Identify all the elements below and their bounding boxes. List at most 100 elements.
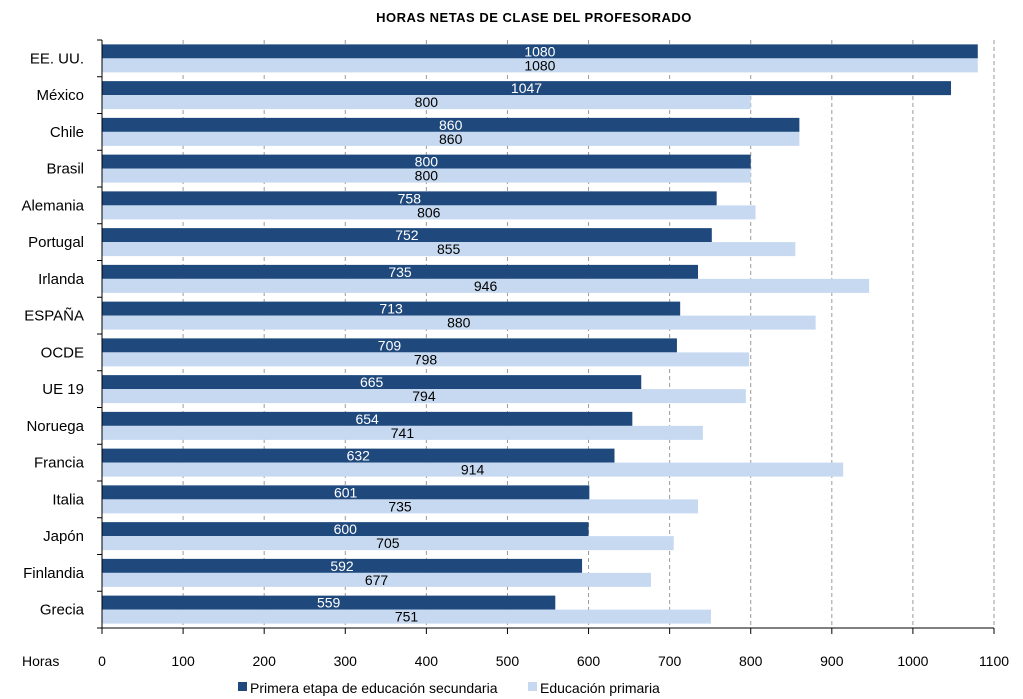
category-label: Finlandia — [23, 565, 85, 582]
bar-secondary — [102, 117, 800, 132]
bar-primary — [102, 536, 674, 551]
bar-primary — [102, 462, 844, 477]
x-tick-label: 0 — [98, 653, 106, 669]
data-label: 713 — [379, 301, 403, 317]
bar-secondary — [102, 522, 589, 537]
category-label: EE. UU. — [30, 50, 84, 67]
bar-secondary — [102, 301, 681, 316]
legend-swatch — [528, 682, 537, 691]
x-tick-label: 600 — [577, 653, 601, 669]
x-tick-label: 300 — [334, 653, 358, 669]
legend-swatch — [238, 682, 247, 691]
bar-primary — [102, 205, 756, 220]
data-label: 705 — [376, 535, 400, 551]
bar-secondary — [102, 558, 583, 573]
bar-secondary — [102, 595, 556, 610]
category-label: Italia — [52, 491, 84, 508]
bar-secondary — [102, 81, 952, 96]
data-label: 559 — [317, 595, 341, 611]
legend-entry: Educación primaria — [540, 680, 660, 696]
data-label: 794 — [412, 388, 436, 404]
data-label: 735 — [388, 264, 412, 280]
data-label: 798 — [414, 351, 438, 367]
data-label: 654 — [355, 411, 379, 427]
category-label: UE 19 — [42, 381, 84, 398]
bar-secondary — [102, 154, 751, 169]
category-label: Grecia — [40, 602, 85, 619]
category-label: México — [36, 87, 84, 104]
data-label: 1080 — [524, 57, 555, 73]
category-label: Chile — [50, 124, 84, 141]
bar-primary — [102, 572, 651, 587]
bar-primary — [102, 242, 796, 257]
x-tick-label: 100 — [171, 653, 195, 669]
data-label: 752 — [395, 227, 419, 243]
x-axis-label: Horas — [22, 653, 59, 669]
data-label: 914 — [461, 462, 485, 478]
x-tick-label: 400 — [415, 653, 439, 669]
data-label: 800 — [415, 168, 439, 184]
category-label: ESPAÑA — [24, 308, 84, 325]
bars: 1080108010478008608608008007588067528557… — [102, 43, 978, 625]
data-label: 758 — [398, 190, 422, 206]
legend: Primera etapa de educación secundaria Edu… — [238, 680, 660, 696]
x-tick-label: 500 — [496, 653, 520, 669]
category-label: Japón — [43, 528, 84, 545]
bar-secondary — [102, 375, 642, 390]
category-label: Brasil — [46, 161, 84, 178]
bar-primary — [102, 95, 751, 110]
x-tick-label: 200 — [253, 653, 277, 669]
data-label: 806 — [417, 204, 441, 220]
category-label: OCDE — [41, 344, 84, 361]
x-tick-label: 800 — [739, 653, 763, 669]
data-label: 860 — [439, 117, 463, 133]
category-label: Irlanda — [38, 271, 85, 288]
bar-primary — [102, 499, 699, 514]
bar-secondary — [102, 485, 590, 500]
data-label: 741 — [391, 425, 415, 441]
x-tick-label: 1100 — [979, 653, 1009, 669]
data-label: 751 — [395, 609, 419, 625]
category-label: Francia — [34, 455, 85, 472]
bar-primary — [102, 352, 750, 367]
bar-primary — [102, 609, 711, 624]
bar-primary — [102, 425, 703, 440]
bar-primary — [102, 168, 751, 183]
bar-secondary — [102, 44, 978, 59]
bar-secondary — [102, 411, 633, 426]
axes: 0 100 200 300 400 500 600 700 800 900 1000 1100 EE. … — [21, 39, 1009, 669]
bar-secondary — [102, 338, 677, 353]
data-label: 632 — [347, 448, 371, 464]
data-label: 677 — [365, 572, 389, 588]
bar-primary — [102, 131, 800, 146]
category-label: Portugal — [28, 234, 84, 251]
bar-primary — [102, 58, 978, 73]
data-label: 665 — [360, 374, 384, 390]
data-label: 600 — [334, 521, 358, 537]
x-tick-label: 1000 — [897, 653, 928, 669]
category-label: Alemania — [21, 197, 84, 214]
data-label: 1047 — [511, 80, 542, 96]
bar-secondary — [102, 191, 717, 206]
data-label: 709 — [378, 337, 402, 353]
bar-secondary — [102, 228, 712, 243]
data-label: 946 — [474, 278, 498, 294]
x-tick-label: 700 — [658, 653, 682, 669]
bar-primary — [102, 278, 870, 293]
chart-title: HORAS NETAS DE CLASE DEL PROFESORADO — [376, 10, 692, 25]
data-label: 855 — [437, 241, 461, 257]
bar-secondary — [102, 448, 615, 463]
data-label: 880 — [447, 315, 471, 331]
x-tick-label: 900 — [820, 653, 844, 669]
category-label: Noruega — [26, 418, 84, 435]
legend-entry: Primera etapa de educación secundaria — [250, 680, 498, 696]
bar-secondary — [102, 264, 699, 279]
data-label: 800 — [415, 94, 439, 110]
data-label: 735 — [388, 498, 412, 514]
data-label: 592 — [330, 558, 354, 574]
bar-primary — [102, 389, 746, 404]
data-label: 1080 — [524, 43, 555, 59]
data-label: 800 — [415, 154, 439, 170]
bar-primary — [102, 315, 816, 330]
